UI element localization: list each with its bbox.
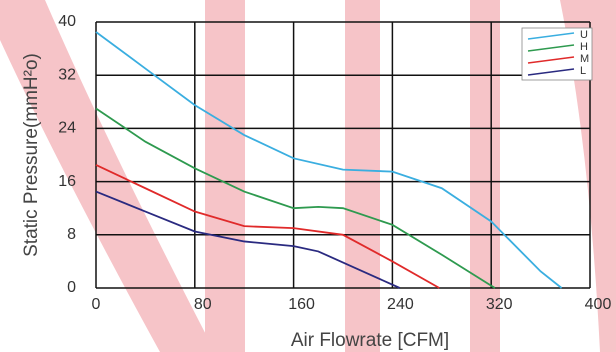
data-line	[95, 190, 401, 289]
y-tick-label: 40	[58, 13, 76, 30]
x-tick-label: 240	[387, 296, 414, 313]
y-tick-label: 8	[67, 226, 76, 243]
legend-label: L	[580, 65, 586, 77]
y-tick-label: 32	[58, 66, 76, 83]
legend-swatch	[527, 56, 575, 64]
data-line	[95, 164, 440, 289]
data-line	[95, 31, 563, 289]
data-line	[95, 107, 496, 289]
x-axis-title: Air Flowrate [CFM]	[291, 330, 449, 351]
legend-label: M	[580, 53, 589, 65]
legend-label: H	[580, 41, 588, 53]
x-tick-label: 80	[194, 296, 212, 313]
legend-label: U	[580, 29, 588, 41]
y-tick-label: 16	[58, 173, 76, 190]
legend-swatch	[527, 44, 575, 52]
x-tick-label: 160	[288, 296, 315, 313]
x-tick-label: 0	[92, 296, 101, 313]
legend-swatch	[527, 68, 575, 76]
y-tick-label: 24	[58, 120, 76, 137]
y-axis-title: Static Pressure(mmH²o)	[21, 53, 42, 257]
y-tick-label: 0	[67, 279, 76, 296]
x-tick-label: 320	[486, 296, 513, 313]
legend-swatch	[527, 32, 575, 40]
x-tick-label: 400	[585, 296, 612, 313]
